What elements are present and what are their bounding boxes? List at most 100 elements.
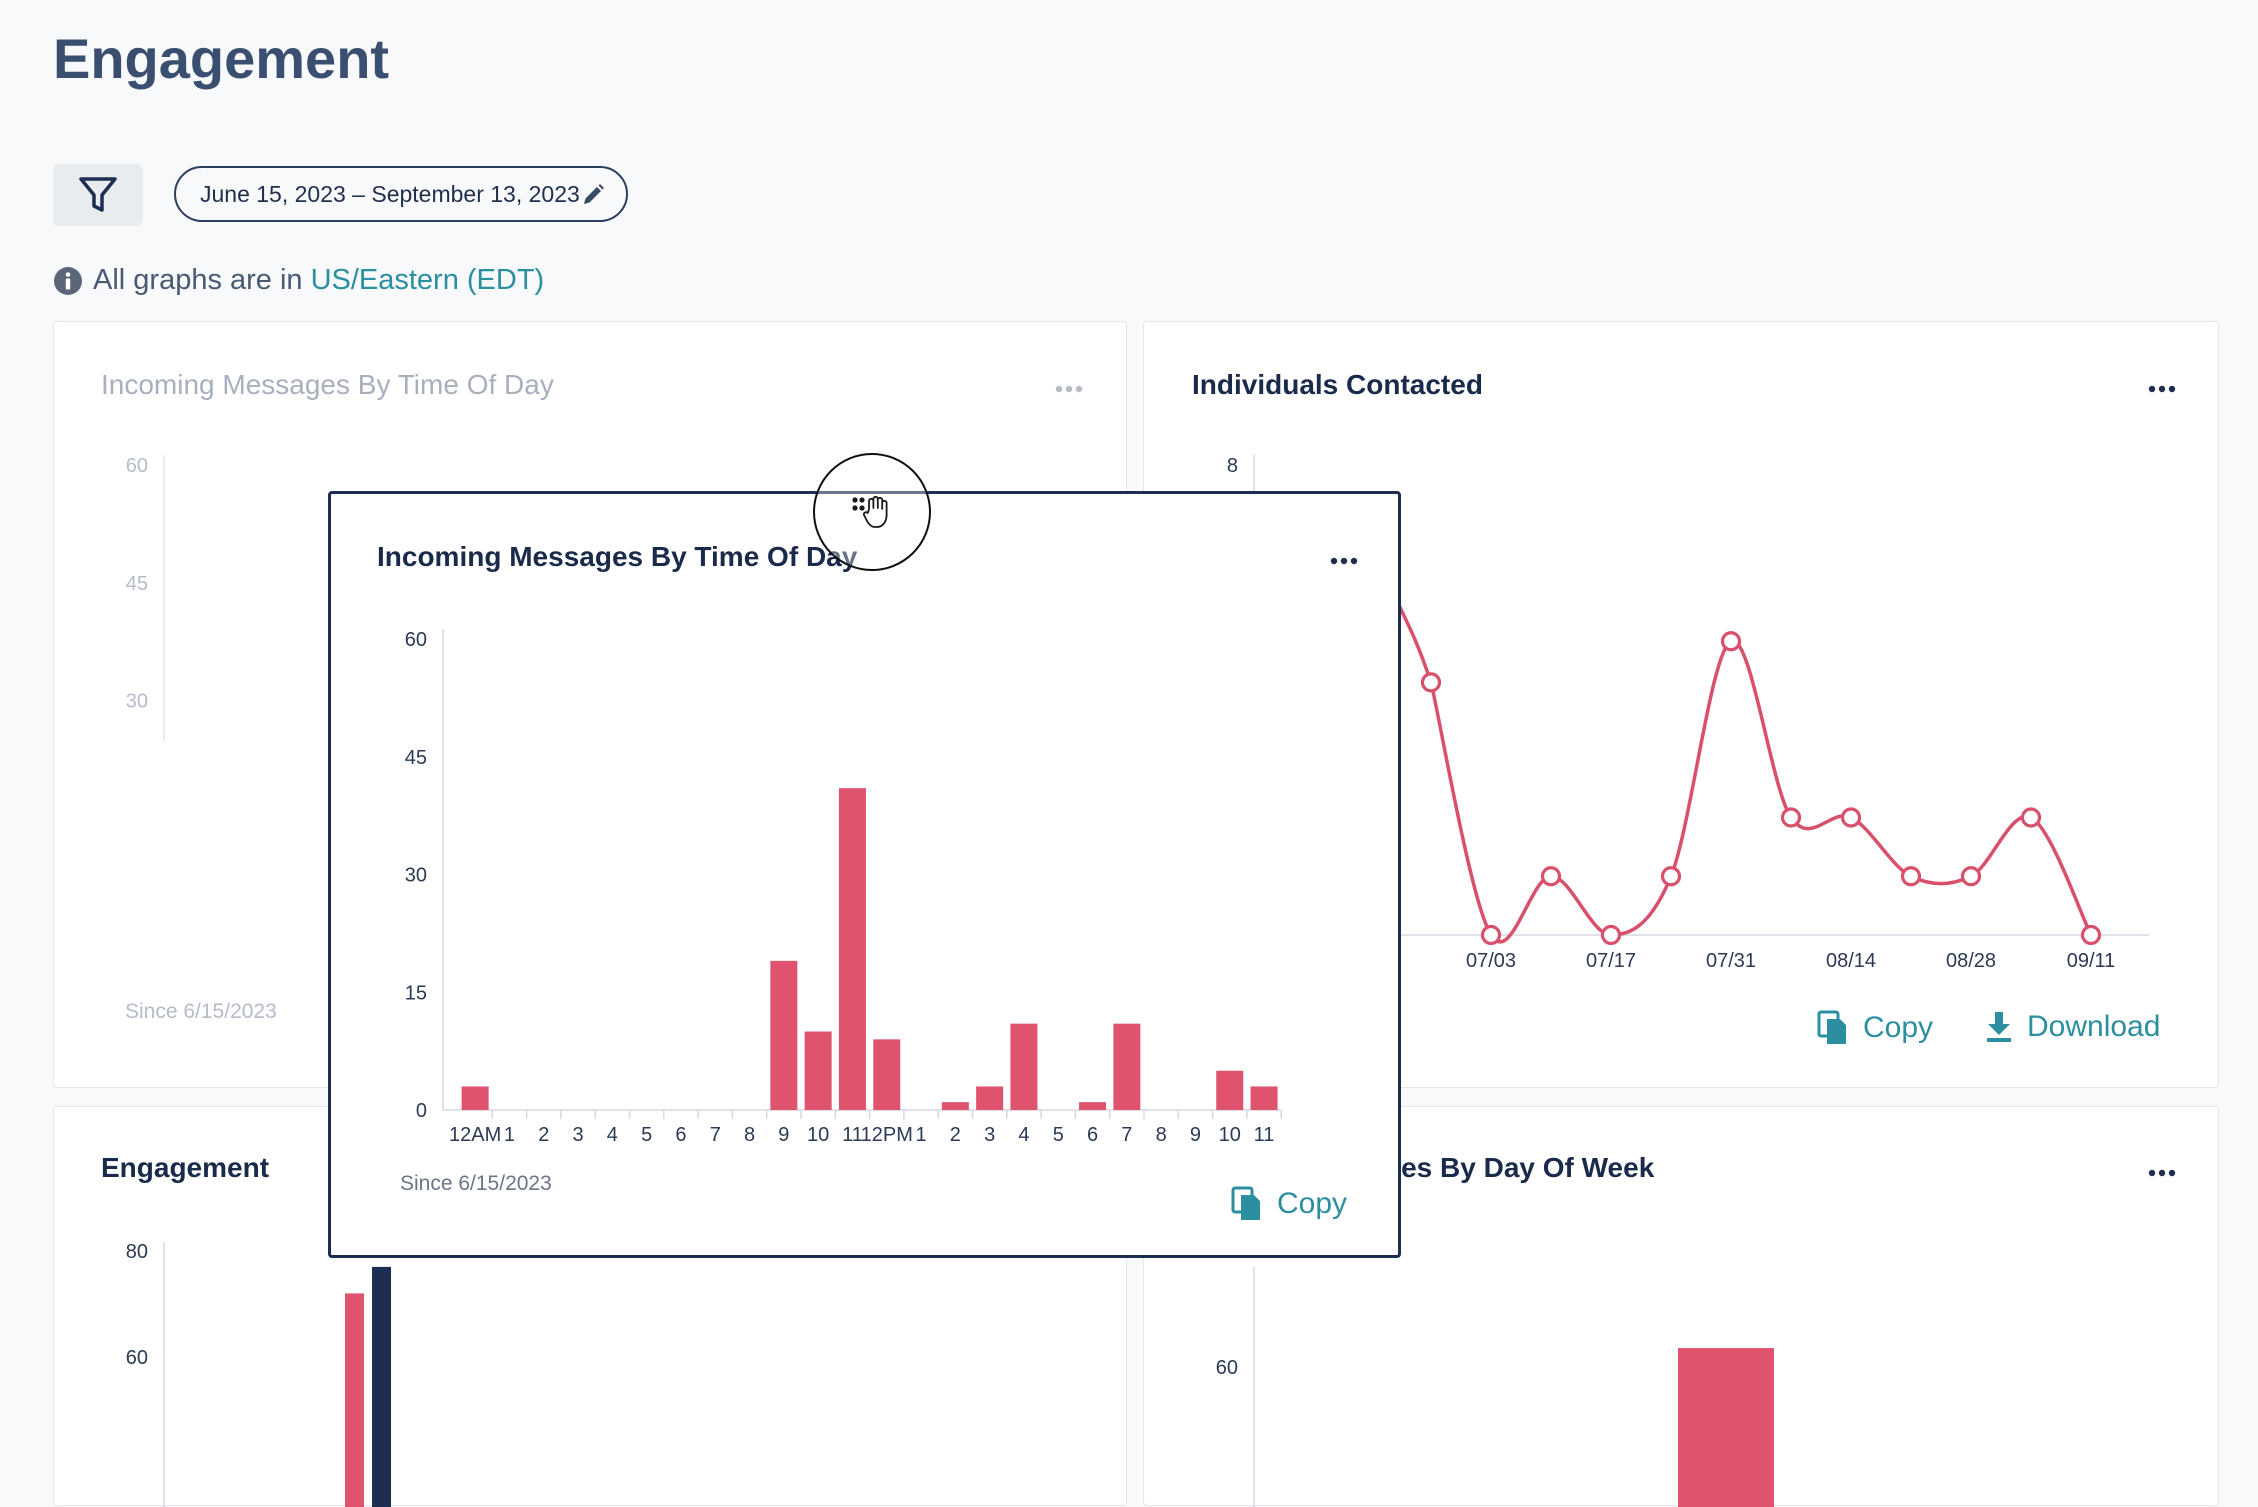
x-tick-label: 07/31	[1706, 950, 1756, 972]
x-tick-label: 07/17	[1586, 950, 1636, 972]
x-tick-label: 3	[984, 1124, 995, 1146]
timezone-prefix: All graphs are in	[93, 264, 303, 296]
bar	[941, 1102, 969, 1110]
card-title: Incoming Messages By Time Of Day	[101, 369, 554, 400]
bar	[345, 1293, 364, 1507]
copy-label: Copy	[1863, 1011, 1934, 1044]
x-tick-label: 8	[1156, 1124, 1167, 1146]
pencil-icon[interactable]	[580, 182, 606, 208]
info-icon	[54, 266, 82, 295]
y-tick-label: 8	[1227, 455, 1238, 477]
x-tick-label: 10	[807, 1124, 829, 1146]
x-tick-label: 5	[1053, 1124, 1064, 1146]
popup-title: Incoming Messages By Time Of Day	[377, 541, 858, 572]
since-date: Since 6/15/2023	[125, 1000, 277, 1023]
x-tick-label: 08/14	[1826, 950, 1876, 972]
copy-button[interactable]: Copy	[1231, 1186, 1347, 1222]
x-tick-label: 2	[950, 1124, 961, 1146]
grab-hand-icon	[852, 495, 888, 528]
individuals-line-chart: 8 07/03 07/17 07/31 08/14 08/28 09/11	[1227, 455, 2149, 972]
data-point	[1900, 866, 1922, 887]
date-range-label: June 15, 2023 – September 13, 2023	[200, 180, 580, 207]
bar	[1250, 1086, 1278, 1110]
bar	[461, 1086, 489, 1110]
more-horizontal-icon[interactable]	[2147, 1168, 2177, 1178]
data-point	[1840, 807, 1862, 828]
timezone-link[interactable]: US/Eastern (EDT)	[310, 264, 545, 296]
bar	[1216, 1070, 1244, 1110]
copy-icon	[1231, 1186, 1260, 1220]
y-tick-label: 45	[126, 573, 148, 595]
x-tick-label: 07/03	[1466, 950, 1516, 972]
y-tick-label: 30	[405, 865, 427, 887]
download-button[interactable]: Download	[1985, 1010, 2160, 1044]
data-point	[1780, 807, 1802, 828]
card-title: ges By Day Of Week	[1384, 1152, 1655, 1183]
data-point	[1480, 924, 1502, 946]
copy-icon	[1817, 1010, 1846, 1044]
x-tick-label: 12AM	[449, 1124, 501, 1146]
x-tick-label: 6	[675, 1124, 686, 1146]
x-tick-label: 1	[504, 1124, 515, 1146]
y-tick-label: 45	[405, 747, 427, 769]
drag-cursor	[813, 453, 931, 571]
bar	[873, 1039, 901, 1110]
x-tick-label: 5	[641, 1124, 652, 1146]
date-range-picker[interactable]: June 15, 2023 – September 13, 2023	[174, 166, 628, 222]
y-tick-label: 0	[416, 1100, 427, 1122]
dragged-chart-card[interactable]: Incoming Messages By Time Of Day 0 15 30 45…	[328, 491, 1401, 1258]
x-tick-label: 2	[538, 1124, 549, 1146]
x-tick-label: 1	[915, 1124, 926, 1146]
data-point	[1540, 866, 1562, 887]
x-tick-label: 8	[744, 1124, 755, 1146]
download-label: Download	[2027, 1010, 2161, 1043]
x-tick-label: 3	[572, 1124, 583, 1146]
y-tick-label: 30	[126, 691, 148, 713]
bar	[1079, 1102, 1107, 1110]
timezone-note: All graphs are in US/Eastern (EDT)	[53, 264, 544, 297]
y-tick-label: 60	[126, 455, 148, 477]
download-icon	[1987, 1012, 2011, 1042]
card-title: Engagement	[101, 1152, 270, 1183]
data-point	[1600, 924, 1622, 946]
y-tick-label: 60	[1216, 1357, 1238, 1379]
more-horizontal-icon[interactable]	[1329, 556, 1359, 566]
bar	[770, 960, 798, 1110]
bar	[372, 1266, 391, 1507]
x-tick-label: 7	[1121, 1124, 1132, 1146]
y-tick-label: 80	[126, 1241, 148, 1263]
bar	[1010, 1023, 1038, 1110]
x-tick-label: 11	[842, 1124, 863, 1146]
data-point	[1720, 631, 1742, 652]
x-tick-label: 08/28	[1946, 950, 1996, 972]
y-tick-label: 60	[126, 1347, 148, 1369]
x-tick-label: 9	[778, 1124, 789, 1146]
more-horizontal-icon[interactable]	[2147, 384, 2177, 394]
bar	[838, 788, 866, 1110]
card-title: Individuals Contacted	[1192, 369, 1483, 400]
x-tick-label: 10	[1219, 1124, 1241, 1146]
data-point	[1420, 672, 1442, 693]
filter-button[interactable]	[53, 164, 143, 226]
data-point	[1960, 866, 1982, 887]
x-tick-label: 4	[1018, 1124, 1029, 1146]
filter-icon	[79, 177, 117, 212]
more-horizontal-icon[interactable]	[1054, 384, 1084, 394]
x-tick-label: 09/11	[2067, 950, 2116, 972]
x-tick-label: 6	[1087, 1124, 1098, 1146]
since-date: Since 6/15/2023	[400, 1172, 552, 1195]
page-title: Engagement	[53, 27, 390, 90]
y-tick-label: 60	[405, 629, 427, 651]
x-tick-label: 11	[1254, 1124, 1275, 1146]
data-point	[1660, 866, 1682, 887]
y-tick-label: 15	[405, 982, 427, 1004]
bar	[804, 1031, 832, 1110]
series-line	[1382, 570, 2093, 944]
copy-button[interactable]: Copy	[1817, 1010, 1933, 1046]
bar	[1678, 1348, 1774, 1507]
data-point	[2020, 807, 2042, 828]
x-tick-label: 9	[1190, 1124, 1201, 1146]
bar	[976, 1086, 1004, 1110]
